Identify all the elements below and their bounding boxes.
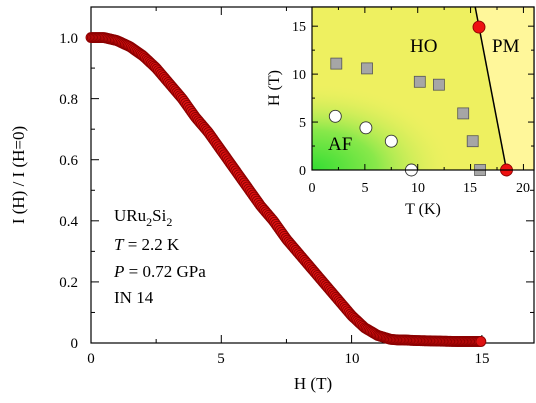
pm-region (475, 7, 534, 170)
inset-y-tick-label: 10 (292, 68, 306, 83)
inset-x-tick-label: 5 (362, 181, 369, 196)
instrument-label: IN 14 (114, 288, 154, 307)
inset-square-point (330, 57, 343, 70)
y-tick-label: 0.8 (59, 92, 78, 108)
pm-region-label: PM (492, 36, 520, 57)
temperature-label: T = 2.2 K (114, 235, 180, 254)
y-tick-label: 0.4 (59, 214, 78, 230)
x-tick-label: 10 (345, 351, 360, 367)
main-points (85, 32, 487, 347)
data-point (475, 336, 487, 347)
pressure-label: P = 0.72 GPa (113, 262, 206, 281)
inset-red-point (472, 20, 486, 34)
af-region-label: AF (328, 134, 352, 155)
y-tick-label: 0.6 (59, 153, 78, 169)
inset-square-point (466, 135, 479, 148)
main-chart: 0 5 10 15 0 0.2 0.4 0.6 0.8 1.0 H (T) I … (9, 6, 535, 393)
inset-y-tick-label: 0 (299, 164, 306, 179)
inset-y-axis-title: H (T) (266, 70, 283, 106)
y-tick-label: 0.2 (59, 275, 78, 291)
inset-x-tick-label: 10 (411, 181, 425, 196)
inset-plot-frame (311, 6, 535, 171)
inset-open-circle-point (384, 134, 398, 148)
phase-boundary-line (474, 6, 508, 171)
inset-square-point (457, 107, 470, 120)
inset-ticks (311, 7, 534, 171)
inset-chart: HO PM AF 0 5 10 15 20 0 5 10 15 T (K) H … (266, 6, 535, 218)
inset-square-point (361, 62, 373, 75)
compound-label: URu2Si2 (114, 206, 172, 229)
inset-y-tick-label: 15 (292, 20, 306, 35)
x-axis-title: H (T) (294, 374, 332, 393)
y-tick-label: 0 (71, 336, 79, 352)
inset-open-circle-point (328, 109, 342, 123)
x-tick-label: 15 (475, 351, 490, 367)
inset-x-tick-label: 20 (516, 181, 530, 196)
inset-open-circle-point (359, 121, 373, 135)
inset-x-tick-label: 15 (463, 181, 477, 196)
y-tick-label: 1.0 (59, 31, 78, 47)
x-tick-label: 0 (87, 351, 95, 367)
inset-square-point (413, 75, 426, 88)
ho-region-label: HO (410, 36, 437, 57)
y-axis-title: I (H) / I (H=0) (9, 126, 28, 224)
inset-square-point (432, 78, 445, 91)
x-tick-label: 5 (217, 351, 225, 367)
inset-x-tick-label: 0 (309, 181, 316, 196)
inset-y-tick-label: 5 (299, 116, 306, 131)
inset-x-axis-title: T (K) (405, 201, 441, 218)
